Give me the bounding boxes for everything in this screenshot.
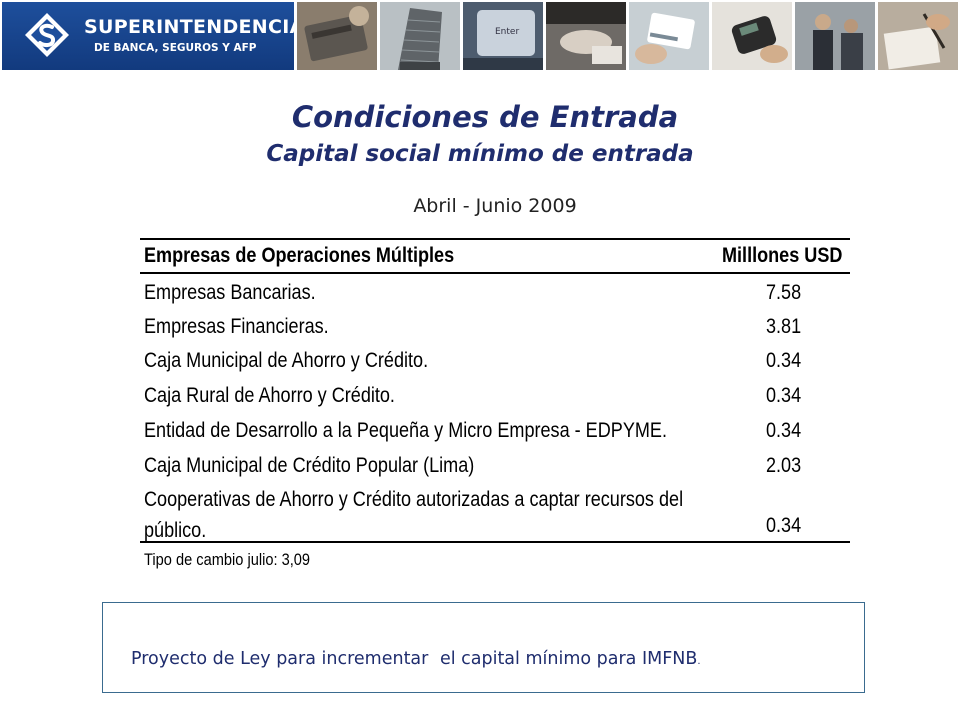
table-row: Entidad de Desarrollo a la Pequeña y Mic… [140,414,850,448]
table-row: Empresas Financieras. 3.81 [140,310,850,344]
payment-terminal-photo [712,2,792,70]
period-label: Abril - Junio 2009 [413,195,577,217]
row-value: 0.34 [766,514,802,537]
exchange-rate-note: Tipo de cambio julio: 3,09 [144,550,311,569]
table-top-rule [140,238,850,240]
page-subtitle: Capital social mínimo de entrada [266,141,694,167]
row-label: Caja Rural de Ahorro y Crédito. [144,384,395,407]
header-banner: SUPERINTENDENCIA DE BANCA, SEGUROS Y AFP [0,0,960,74]
row-value: 2.03 [766,454,802,477]
logo-subtitle: DE BANCA, SEGUROS Y AFP [94,42,257,54]
row-value: 7.58 [766,281,802,304]
table-row: Caja Rural de Ahorro y Crédito. 0.34 [140,379,850,413]
project-callout-box: Proyecto de Ley para incrementar el capi… [102,602,865,693]
header-company-type: Empresas de Operaciones Múltiples [144,244,455,267]
row-value: 0.34 [766,384,802,407]
building-photo [380,2,460,70]
table-row: Caja Municipal de Ahorro y Crédito. 0.34 [140,344,850,378]
signing-photo [878,2,958,70]
card-photo [629,2,709,70]
table-bottom-rule [140,541,850,543]
table-row: Caja Municipal de Crédito Popular (Lima)… [140,449,850,483]
project-text: Proyecto de Ley para incrementar el capi… [131,649,701,669]
row-label: Caja Municipal de Ahorro y Crédito. [144,349,429,372]
row-label: Entidad de Desarrollo a la Pequeña y Mic… [144,419,667,442]
header-amount: Milllones USD [722,244,843,267]
row-label: Caja Municipal de Crédito Popular (Lima) [144,454,475,477]
row-label: Empresas Financieras. [144,315,329,338]
svg-text:Enter: Enter [495,27,519,37]
project-text-part-a: Proyecto de Ley para incrementar [131,649,429,669]
business-meeting-photo [795,2,875,70]
handshake-photo [546,2,626,70]
table-row: Cooperativas de Ahorro y Crédito autoriz… [140,478,850,542]
row-value: 0.34 [766,349,802,372]
sbs-diamond-icon [25,13,69,57]
row-label: Empresas Bancarias. [144,281,316,304]
table-header-rule [140,272,850,274]
row-value: 3.81 [766,315,802,338]
sbs-logo[interactable]: SUPERINTENDENCIA DE BANCA, SEGUROS Y AFP [2,2,304,70]
page-title: Condiciones de Entrada [291,100,679,134]
row-label: Cooperativas de Ahorro y Crédito autoriz… [144,488,684,542]
credit-card-photo [297,2,377,70]
table-row: Empresas Bancarias. 7.58 [140,276,850,310]
enter-key-photo: Enter [463,2,543,70]
project-text-period: . [697,656,701,667]
project-text-part-b: el capital mínimo para IMFNB [439,649,698,669]
logo-title: SUPERINTENDENCIA [84,16,305,38]
row-value: 0.34 [766,419,802,442]
